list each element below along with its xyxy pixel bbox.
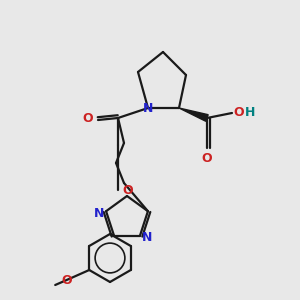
Text: O: O [123, 184, 133, 197]
Text: N: N [142, 231, 152, 244]
Polygon shape [179, 108, 208, 121]
Text: O: O [83, 112, 93, 125]
Text: O: O [61, 274, 71, 286]
Text: N: N [143, 101, 153, 115]
Text: O: O [202, 152, 212, 164]
Text: N: N [94, 207, 104, 220]
Text: O: O [234, 106, 244, 119]
Text: H: H [245, 106, 255, 118]
